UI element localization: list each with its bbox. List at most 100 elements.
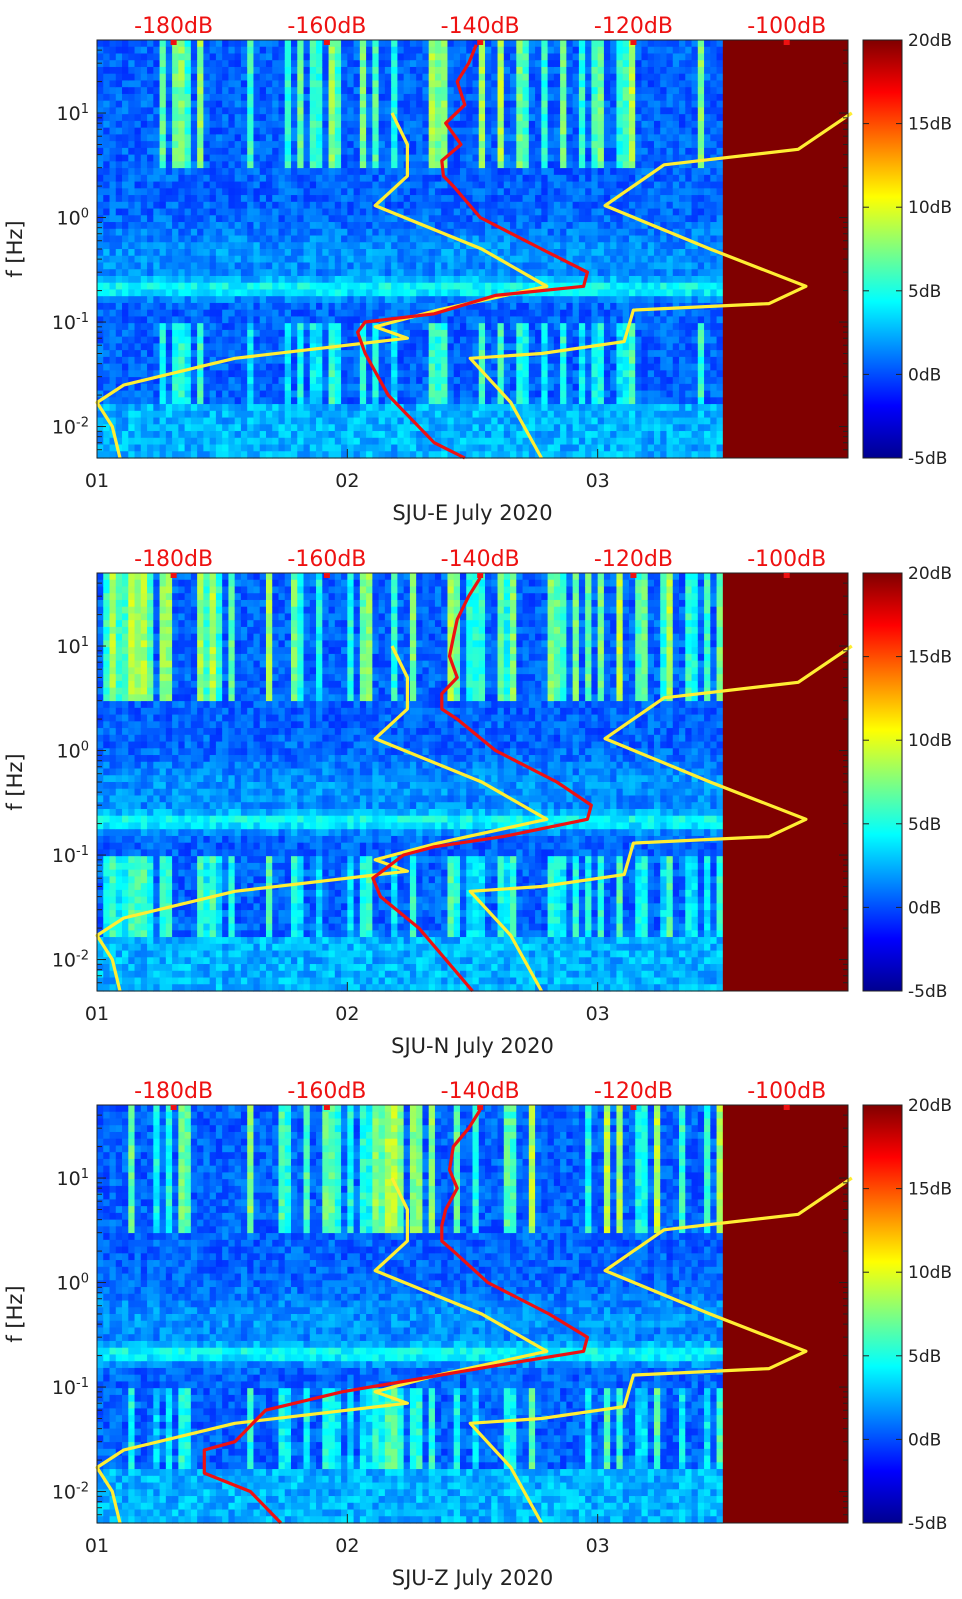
spectrogram-cell xyxy=(528,296,536,304)
spectrogram-cell xyxy=(97,242,104,250)
spectrogram-cell xyxy=(428,222,436,230)
spectrogram-cell xyxy=(140,309,148,318)
spectrogram-cell xyxy=(253,208,261,216)
spectrogram-cell xyxy=(510,147,517,156)
spectrogram-cell xyxy=(203,370,211,378)
spectrogram-cell xyxy=(259,289,267,297)
spectrogram-cell xyxy=(553,154,561,162)
spectrogram-cell xyxy=(140,397,148,405)
spectrogram-cell xyxy=(578,60,586,68)
spectrogram-cell xyxy=(403,282,411,291)
spectrogram-cell xyxy=(491,363,499,371)
spectrogram-cell xyxy=(597,275,605,284)
spectrogram-cell xyxy=(535,329,542,338)
spectrogram-cell xyxy=(253,370,261,378)
spectrogram-cell xyxy=(272,53,280,61)
spectrogram-cell xyxy=(341,154,348,162)
spectrogram-cell xyxy=(172,80,179,88)
spectrogram-cell xyxy=(197,127,204,135)
spectrogram-cell xyxy=(291,383,298,392)
spectrogram-cell xyxy=(234,431,242,439)
spectrogram-cell xyxy=(553,100,561,109)
spectrogram-cell xyxy=(178,127,186,135)
spectrogram-cell xyxy=(441,269,449,277)
spectrogram-cell xyxy=(591,255,599,264)
spectrogram-cell xyxy=(197,168,204,176)
spectrogram-cell xyxy=(253,249,261,257)
spectrogram-cell xyxy=(466,195,474,203)
spectrogram-cell xyxy=(522,73,530,82)
spectrogram-cell xyxy=(147,383,154,392)
spectrogram-cell xyxy=(535,343,542,351)
spectrogram-cell xyxy=(328,383,336,392)
spectrogram-cell xyxy=(341,356,348,365)
spectrogram-cell xyxy=(172,451,179,459)
spectrogram-cell xyxy=(278,107,286,115)
spectrogram-cell xyxy=(560,390,567,398)
spectrogram-cell xyxy=(272,410,280,419)
spectrogram-cell xyxy=(428,370,436,378)
spectrogram-cell xyxy=(472,431,480,439)
spectrogram-cell xyxy=(303,383,311,392)
spectrogram-cell xyxy=(159,343,167,351)
spectrogram-cell xyxy=(441,390,449,398)
spectrogram-cell xyxy=(553,370,561,378)
spectrogram-cell xyxy=(566,66,574,75)
spectrogram-cell xyxy=(485,424,492,432)
spectrogram-cell xyxy=(359,431,367,439)
spectrogram-cell xyxy=(353,377,361,385)
spectrogram-cell xyxy=(359,356,367,365)
spectrogram-cell xyxy=(240,336,248,344)
spectrogram-cell xyxy=(209,309,217,318)
spectrogram-cell xyxy=(478,201,486,210)
spectrogram-cell xyxy=(122,262,129,270)
spectrogram-cell xyxy=(397,309,405,318)
spectrogram-cell xyxy=(178,161,186,169)
spectrogram-cell xyxy=(297,437,305,446)
spectrogram-cell xyxy=(384,302,392,311)
spectrogram-cell xyxy=(165,201,173,210)
spectrogram-cell xyxy=(422,60,430,68)
spectrogram-cell xyxy=(416,249,424,257)
spectrogram xyxy=(97,40,724,459)
spectrogram-cell xyxy=(165,228,173,237)
spectrogram-cell xyxy=(159,80,167,88)
spectrogram-cell xyxy=(115,134,123,142)
spectrogram-cell xyxy=(291,451,298,459)
spectrogram-cell xyxy=(265,282,273,291)
spectrogram-cell xyxy=(347,107,355,115)
spectrogram-cell xyxy=(478,437,486,446)
spectrogram-cell xyxy=(566,242,574,250)
spectrogram-cell xyxy=(97,120,104,129)
spectrogram-cell xyxy=(172,302,179,311)
spectrogram-cell xyxy=(466,222,474,230)
spectrogram-cell xyxy=(453,309,461,318)
spectrogram-cell xyxy=(172,195,179,203)
spectrogram-cell xyxy=(165,404,173,412)
spectrogram-cell xyxy=(353,437,361,446)
spectrogram-cell xyxy=(278,228,286,237)
spectrogram-cell xyxy=(572,168,580,176)
spectrogram-cell xyxy=(378,114,386,122)
spectrogram-cell xyxy=(434,249,442,257)
spectrogram-cell xyxy=(184,201,192,210)
spectrogram-cell xyxy=(272,73,280,82)
spectrogram-cell xyxy=(278,235,286,243)
spectrogram-cell xyxy=(585,431,593,439)
spectrogram-cell xyxy=(485,208,492,216)
spectrogram-cell xyxy=(422,66,430,75)
spectrogram-cell xyxy=(134,356,142,365)
spectrogram-cell xyxy=(434,188,442,196)
spectrogram-cell xyxy=(159,134,167,142)
spectrogram-cell xyxy=(128,154,136,162)
spectrogram-cell xyxy=(553,168,561,176)
spectrogram-cell xyxy=(316,356,323,365)
spectrogram-cell xyxy=(491,87,499,95)
spectrogram-cell xyxy=(528,336,536,344)
spectrogram-cell xyxy=(115,154,123,162)
spectrogram-cell xyxy=(503,107,511,115)
spectrogram-cell xyxy=(409,262,417,270)
spectrogram-cell xyxy=(228,215,236,223)
spectrogram-cell xyxy=(447,141,455,149)
spectrogram-cell xyxy=(203,114,211,122)
